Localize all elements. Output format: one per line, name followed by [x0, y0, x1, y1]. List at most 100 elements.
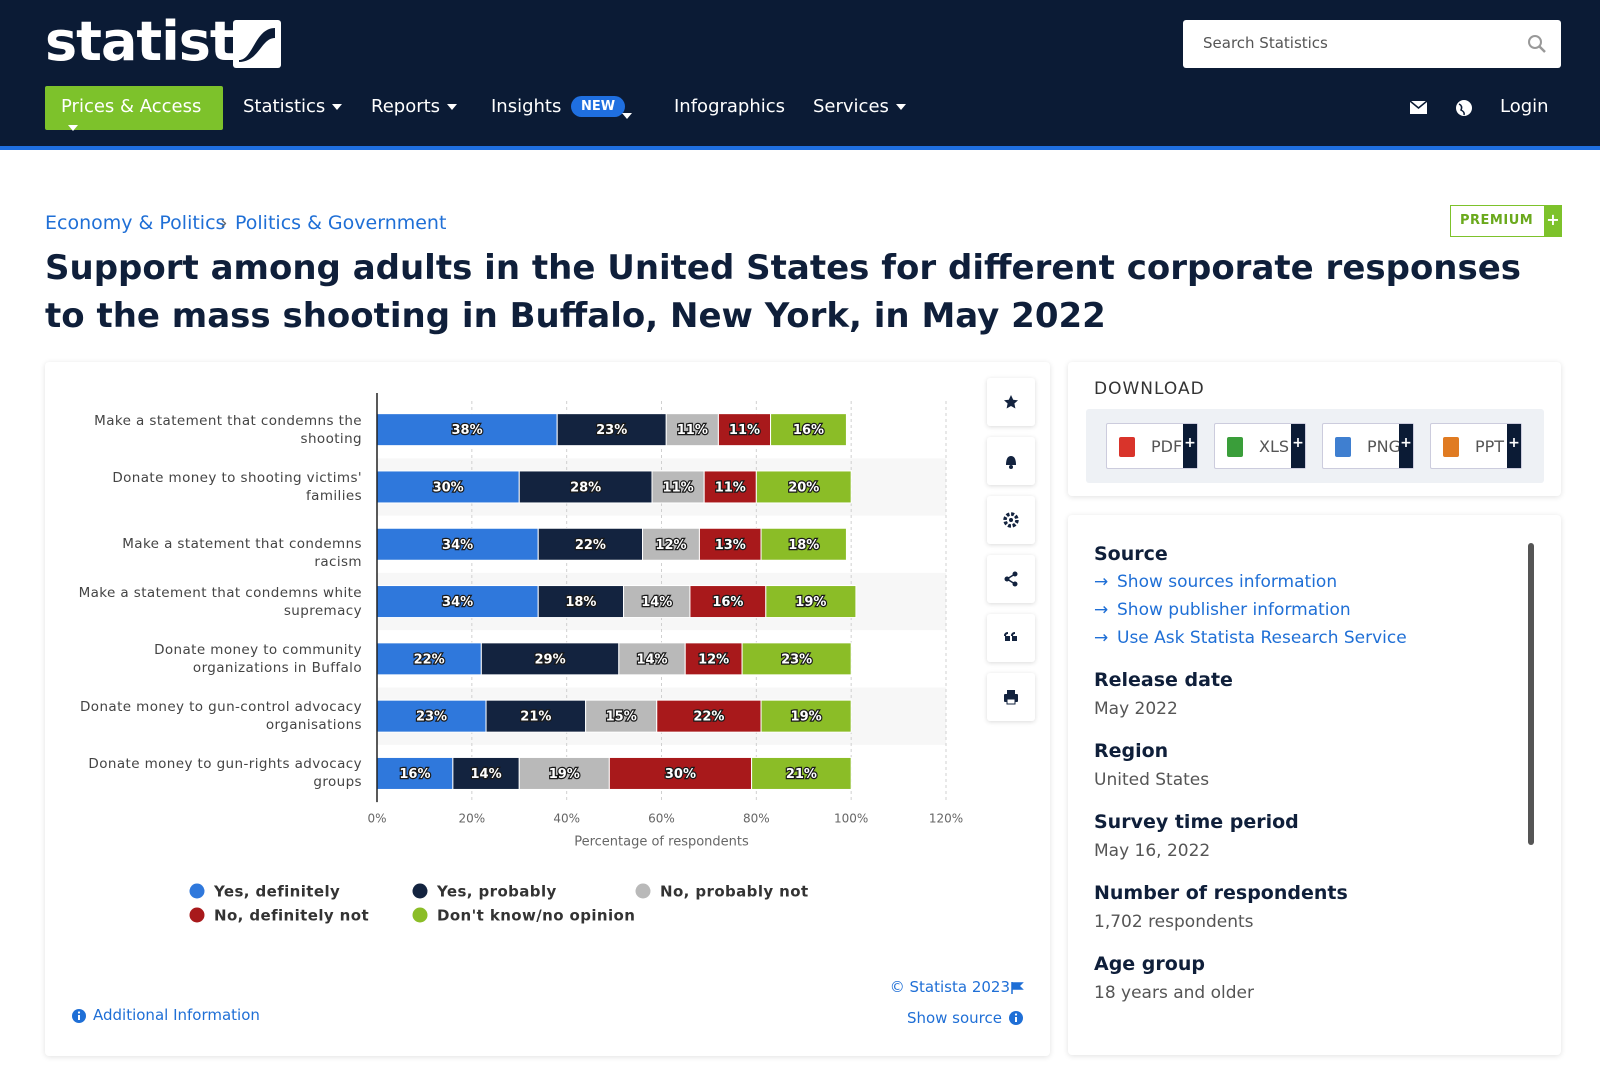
bar-segment — [770, 413, 847, 447]
format-label: PDF — [1151, 437, 1183, 456]
login[interactable]: Login — [1500, 96, 1549, 117]
nav-item[interactable]: Statistics — [243, 96, 343, 117]
x-tick-label: 100% — [834, 812, 868, 826]
value-label: 23% — [416, 710, 447, 725]
value-label: 21% — [786, 767, 817, 782]
format-icon — [1443, 437, 1459, 457]
share-icon — [1004, 571, 1018, 587]
value-label: 14% — [636, 652, 667, 667]
download-plus: + — [1507, 424, 1521, 468]
bar-segment — [755, 470, 852, 504]
nav-label: Statistics — [243, 96, 326, 117]
arrow-icon: → — [1094, 600, 1109, 620]
value-label: 11% — [729, 423, 760, 438]
bar-segment — [556, 413, 667, 447]
download-button[interactable]: XLS + — [1214, 423, 1306, 469]
value-label: 12% — [698, 652, 729, 667]
value-label: 18% — [788, 538, 819, 553]
info-heading: Region — [1094, 740, 1169, 762]
additional-info-link[interactable]: Additional Information — [93, 1006, 260, 1024]
bar-segment — [608, 756, 753, 790]
print-button[interactable] — [987, 673, 1035, 721]
download-button[interactable]: PPT + — [1430, 423, 1522, 469]
format-label: PPT — [1475, 437, 1505, 456]
value-label: 16% — [399, 767, 430, 782]
download-plus: + — [1291, 424, 1305, 468]
nav-item[interactable]: Reports — [371, 96, 458, 117]
category-label: Make a statement that condemns racism — [122, 536, 362, 571]
info-icon — [72, 1009, 86, 1023]
nav-item[interactable]: Insights — [491, 96, 561, 117]
flag-icon[interactable] — [1010, 981, 1024, 995]
value-label: 38% — [452, 423, 483, 438]
value-label: 34% — [442, 538, 473, 553]
legend-marker — [189, 883, 205, 899]
download-button[interactable]: PNG + — [1322, 423, 1414, 469]
category-label: Make a statement that condemns white sup… — [78, 584, 362, 619]
nav-label: Insights — [491, 96, 562, 117]
source-link[interactable]: Show publisher information — [1117, 600, 1351, 620]
download-plus: + — [1183, 424, 1197, 468]
format-icon — [1119, 437, 1135, 457]
favorite-button[interactable] — [987, 378, 1035, 426]
mail-icon[interactable] — [1409, 100, 1429, 116]
bar-segment — [376, 756, 454, 790]
premium-plus: + — [1544, 205, 1562, 237]
value-label: 19% — [791, 710, 822, 725]
download-button[interactable]: PDF + — [1106, 423, 1198, 469]
bar-segment — [651, 470, 705, 504]
value-label: 23% — [781, 652, 812, 667]
x-tick-label: 40% — [553, 812, 580, 826]
settings-button[interactable] — [987, 496, 1035, 544]
legend-marker — [189, 907, 205, 923]
bar-segment — [537, 527, 644, 561]
nav-caret[interactable] — [622, 105, 632, 124]
cite-button[interactable] — [987, 614, 1035, 662]
copyright: © Statista 2023 — [889, 978, 1010, 996]
quote-icon — [1004, 632, 1017, 641]
value-label: 28% — [570, 480, 601, 495]
bar-segment — [760, 699, 852, 733]
source-link[interactable]: Show sources information — [1117, 572, 1338, 592]
bar-segment — [760, 527, 847, 561]
logo-mark — [233, 20, 281, 68]
value-label: 19% — [549, 767, 580, 782]
info-value: May 2022 — [1094, 699, 1178, 719]
x-axis-label: Percentage of respondents — [574, 835, 749, 850]
value-label: 23% — [596, 423, 627, 438]
value-label: 34% — [442, 595, 473, 610]
value-label: 11% — [663, 480, 694, 495]
bar-segment — [518, 470, 653, 504]
nav-item[interactable]: Infographics — [674, 96, 785, 117]
share-button[interactable] — [987, 555, 1035, 603]
arrow-icon: → — [1094, 628, 1109, 648]
search-icon[interactable] — [1527, 34, 1547, 54]
nav-item[interactable]: Prices & Access — [45, 86, 223, 131]
show-source-link[interactable]: Show source — [906, 1009, 1002, 1027]
breadcrumb[interactable]: Politics & Government — [235, 212, 447, 234]
alert-button[interactable] — [987, 437, 1035, 485]
star-icon — [1004, 395, 1018, 409]
value-label: 16% — [712, 595, 743, 610]
scrollbar[interactable] — [1528, 543, 1534, 845]
page-title: Support among adults in the United State… — [45, 248, 1522, 336]
globe-icon[interactable] — [1455, 99, 1473, 117]
x-tick-label: 60% — [648, 812, 675, 826]
nav-item[interactable]: Services — [813, 96, 906, 117]
search-box[interactable]: Search Statistics — [1183, 20, 1561, 68]
breadcrumb[interactable]: Economy & Politics — [45, 212, 226, 234]
bar-segment — [689, 585, 767, 619]
value-label: 12% — [655, 538, 686, 553]
bar-segment — [376, 413, 558, 447]
format-label: PNG — [1367, 437, 1402, 456]
arrow-icon: → — [1094, 572, 1109, 592]
source-link[interactable]: Use Ask Statista Research Service — [1117, 628, 1407, 648]
value-label: 22% — [414, 652, 445, 667]
value-label: 13% — [715, 538, 746, 553]
info-heading: Release date — [1094, 669, 1233, 691]
search-placeholder: Search Statistics — [1203, 34, 1328, 52]
value-label: 22% — [575, 538, 606, 553]
bar-segment — [452, 756, 520, 790]
category-label: Donate money to community organizations … — [154, 641, 362, 676]
